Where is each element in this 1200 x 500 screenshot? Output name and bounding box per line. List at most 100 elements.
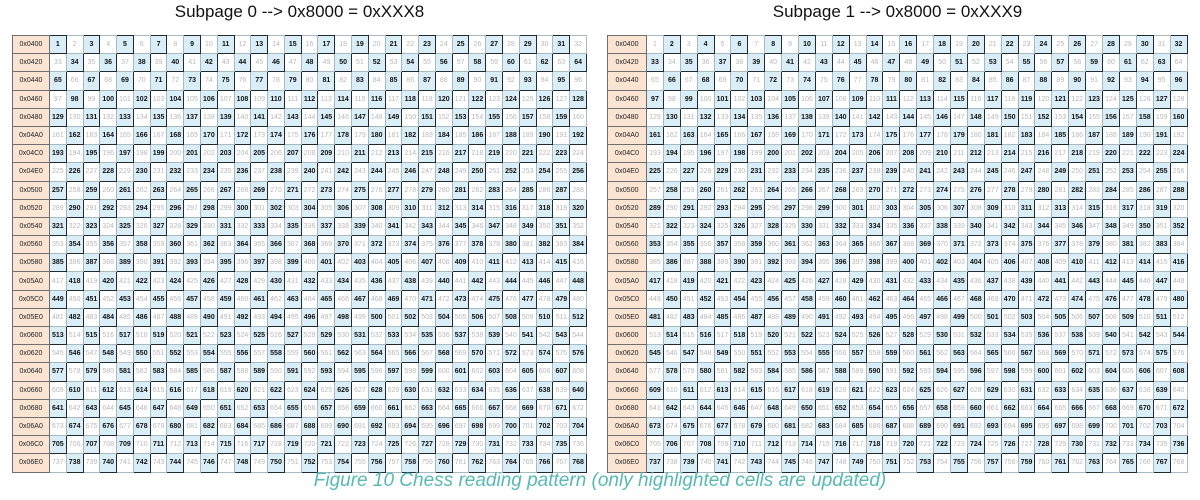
cell: 505	[451, 307, 470, 328]
highlighted-cell: 606	[1135, 362, 1154, 382]
cell: 702	[1135, 416, 1154, 437]
cell: 503	[418, 307, 436, 328]
cell: 641	[646, 398, 664, 418]
cell: 742	[730, 453, 749, 473]
cell: 525	[848, 325, 867, 346]
highlighted-cell: 762	[468, 453, 487, 473]
highlighted-cell: 314	[468, 198, 487, 218]
cell: 768	[1169, 453, 1188, 473]
grid-row: 0x0620 545 546 547 548 549 550 551 552 553 554 555 5…	[12, 344, 587, 364]
highlighted-cell: 280	[1034, 180, 1053, 200]
cell: 83	[950, 71, 968, 91]
highlighted-cell: 562	[334, 344, 353, 364]
cell: 47	[283, 53, 302, 73]
cell: 235	[216, 162, 235, 182]
highlighted-cell: 213	[384, 144, 403, 164]
cell: 352	[569, 216, 587, 237]
cell: 519	[747, 325, 766, 346]
highlighted-cell: 126	[535, 89, 554, 109]
highlighted-cell: 223	[552, 144, 571, 164]
cell: 431	[283, 271, 302, 291]
cell: 64	[1169, 53, 1188, 73]
cell: 1	[646, 34, 664, 55]
cell: 557	[250, 344, 269, 364]
highlighted-cell: 703	[1152, 416, 1171, 437]
highlighted-cell: 259	[82, 180, 101, 200]
highlighted-cell: 305	[916, 198, 935, 218]
cell: 549	[116, 344, 134, 364]
cell: 427	[216, 271, 235, 291]
grid-row: 0x04A0 161 162 163 164 165 166 167 168 169 170 171 1…	[12, 125, 587, 146]
highlighted-cell: 265	[183, 180, 201, 200]
cell: 667	[1085, 398, 1104, 418]
highlighted-cell: 12	[831, 34, 850, 55]
highlighted-cell: 547	[679, 344, 698, 364]
cell: 450	[65, 289, 84, 309]
highlighted-cell: 611	[679, 380, 698, 400]
cell: 700	[1102, 416, 1120, 437]
cell: 682	[798, 416, 816, 437]
highlighted-cell: 480	[1169, 289, 1188, 309]
highlighted-cell: 446	[535, 271, 554, 291]
highlighted-cell: 621	[848, 380, 867, 400]
row-address: 0x04A0	[12, 125, 50, 146]
highlighted-cell: 253	[1118, 162, 1137, 182]
cell: 524	[233, 325, 252, 346]
highlighted-cell: 658	[933, 398, 952, 418]
highlighted-cell: 665	[451, 398, 470, 418]
cell: 117	[384, 89, 403, 109]
cell: 740	[696, 453, 715, 473]
highlighted-cell: 748	[233, 453, 252, 473]
cell: 598	[401, 362, 420, 382]
cell: 560	[899, 344, 918, 364]
cell: 332	[233, 216, 252, 237]
grid-row: 0x06C0 705 706 707 708 709 710 711 712 713 714 715 7…	[607, 435, 1188, 455]
highlighted-cell: 97	[646, 89, 664, 109]
cell: 486	[730, 307, 749, 328]
highlighted-cell: 158	[1135, 107, 1154, 127]
cell: 85	[983, 71, 1002, 91]
highlighted-cell: 697	[1051, 416, 1070, 437]
cell: 389	[713, 253, 732, 273]
cell: 187	[485, 125, 504, 146]
highlighted-cell: 88	[1034, 71, 1053, 91]
cell: 673	[48, 416, 67, 437]
highlighted-cell: 4	[696, 34, 715, 55]
cell: 477	[1118, 289, 1137, 309]
cell: 222	[535, 144, 554, 164]
cell: 628	[966, 380, 985, 400]
highlighted-cell: 577	[48, 362, 67, 382]
highlighted-cell: 401	[317, 253, 336, 273]
highlighted-cell: 643	[82, 398, 101, 418]
grid-row: 0x0420 33 34 35 36 37 38 39 40 41 42 43 44 45 46 47 48 49…	[607, 53, 1188, 73]
cell: 400	[300, 253, 319, 273]
grid-row: 0x05E0 481 482 483 484 485 486 487 488 489 490 491 4…	[607, 307, 1188, 328]
cell: 255	[552, 162, 571, 182]
highlighted-cell: 539	[485, 325, 504, 346]
cell: 69	[713, 71, 732, 91]
cell: 9	[781, 34, 800, 55]
grid-row: 0x0660 609 610 611 612 613 614 615 616 617 618 619 6…	[12, 380, 587, 400]
cell: 465	[916, 289, 935, 309]
highlighted-cell: 188	[502, 125, 520, 146]
cell: 608	[569, 362, 587, 382]
highlighted-cell: 669	[518, 398, 537, 418]
highlighted-cell: 149	[384, 107, 403, 127]
cell: 286	[535, 180, 554, 200]
highlighted-cell: 407	[418, 253, 436, 273]
cell: 633	[451, 380, 470, 400]
cell: 27	[1085, 34, 1104, 55]
row-address: 0x05A0	[607, 271, 647, 291]
grid-row: 0x04C0 193 194 195 196 197 198 199 200 201 202 203 2…	[12, 144, 587, 164]
highlighted-cell: 652	[831, 398, 850, 418]
cell: 296	[764, 198, 783, 218]
grid-row: 0x0480 129 130 131 132 133 134 135 136 137 138 139 1…	[12, 107, 587, 127]
cell: 378	[1068, 235, 1087, 255]
highlighted-cell: 123	[1085, 89, 1104, 109]
cell: 334	[267, 216, 285, 237]
highlighted-cell: 306	[334, 198, 353, 218]
cell: 104	[764, 89, 783, 109]
highlighted-cell: 742	[132, 453, 151, 473]
cell: 494	[865, 307, 884, 328]
cell: 216	[434, 144, 453, 164]
